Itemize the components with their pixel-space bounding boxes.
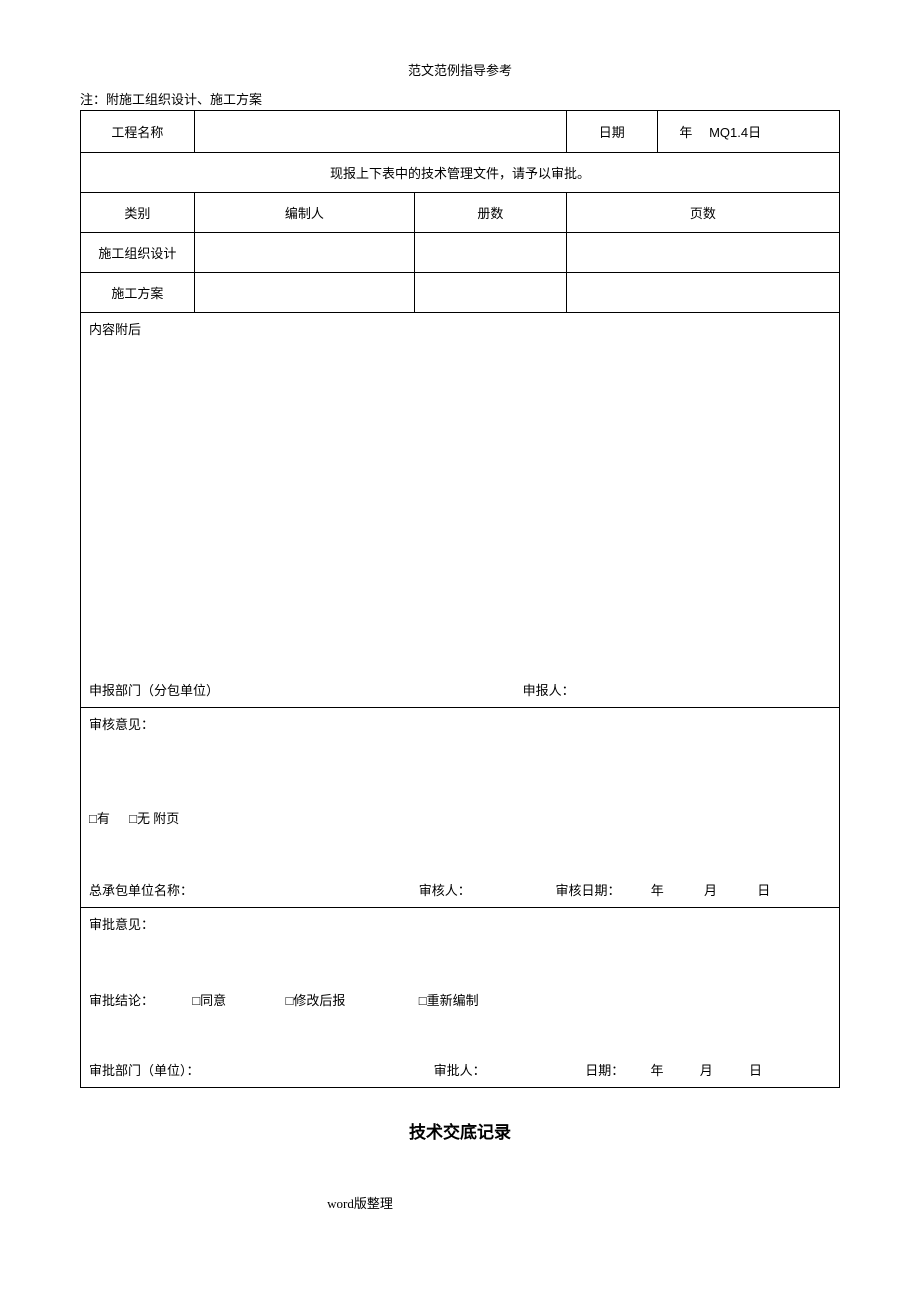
row1-volumes[interactable] [414, 233, 566, 273]
day-label: 日 [748, 125, 761, 140]
reviewer-label: 审核人： [419, 880, 553, 899]
year-label: 年 [666, 122, 706, 141]
opt-agree-checkbox[interactable]: □同意 [192, 990, 282, 1009]
approve-cell[interactable]: 审批意见： 审批结论： □同意 □修改后报 □重新编制 审批部门（单位）： 审批… [81, 908, 840, 1088]
approve-opinion-label: 审批意见： [89, 914, 831, 933]
submit-text: 现报上下表中的技术管理文件，请予以审批。 [81, 153, 840, 193]
main-form-table: 工程名称 日期 年 MQ1.4日 现报上下表中的技术管理文件，请予以审批。 类别… [80, 110, 840, 1088]
review-opinion-label: 审核意见： [89, 714, 831, 733]
attach-yes-checkbox[interactable]: □有 [89, 811, 110, 826]
page-header-title: 范文范例指导参考 [80, 60, 840, 79]
col-pages: 页数 [566, 193, 839, 233]
review-date-label: 审核日期： [556, 880, 621, 899]
opt-redo-checkbox[interactable]: □重新编制 [419, 990, 479, 1009]
date-label: 日期 [566, 111, 657, 153]
project-row: 工程名称 日期 年 MQ1.4日 [81, 111, 840, 153]
content-row: 内容附后 申报部门（分包单位） 申报人： [81, 313, 840, 708]
review-day: 日 [720, 880, 770, 899]
content-cell[interactable]: 内容附后 申报部门（分包单位） 申报人： [81, 313, 840, 708]
row2-label: 施工方案 [81, 273, 195, 313]
col-category: 类别 [81, 193, 195, 233]
row2-pages[interactable] [566, 273, 839, 313]
reporter-label: 申报人： [523, 683, 575, 698]
row1-author[interactable] [194, 233, 414, 273]
project-name-label: 工程名称 [81, 111, 195, 153]
table-row: 施工组织设计 [81, 233, 840, 273]
date-value[interactable]: 年 MQ1.4日 [657, 111, 839, 153]
review-row: 审核意见： □有 □无 附页 总承包单位名称： 审核人： 审核日期： 年 月 日 [81, 708, 840, 908]
approve-conclusion-label: 审批结论： [89, 990, 189, 1009]
submit-row: 现报上下表中的技术管理文件，请予以审批。 [81, 153, 840, 193]
form-code: MQ1.4 [709, 125, 748, 140]
review-year: 年 [624, 880, 664, 899]
bottom-section-title: 技术交底记录 [80, 1118, 840, 1143]
approve-year: 年 [627, 1060, 663, 1079]
approve-row: 审批意见： 审批结论： □同意 □修改后报 □重新编制 审批部门（单位）： 审批… [81, 908, 840, 1088]
review-month: 月 [667, 880, 717, 899]
note-text: 注：附施工组织设计、施工方案 [80, 89, 840, 108]
review-cell[interactable]: 审核意见： □有 □无 附页 总承包单位名称： 审核人： 审核日期： 年 月 日 [81, 708, 840, 908]
row1-label: 施工组织设计 [81, 233, 195, 273]
approve-month: 月 [667, 1060, 713, 1079]
table-row: 施工方案 [81, 273, 840, 313]
content-label: 内容附后 [89, 319, 831, 338]
col-author: 编制人 [194, 193, 414, 233]
col-volumes: 册数 [414, 193, 566, 233]
project-name-value[interactable] [194, 111, 566, 153]
opt-revise-checkbox[interactable]: □修改后报 [286, 990, 416, 1009]
report-dept-label: 申报部门（分包单位） [89, 680, 519, 699]
approver-label: 审批人： [434, 1060, 582, 1079]
category-header-row: 类别 编制人 册数 页数 [81, 193, 840, 233]
page-footer: word版整理 [80, 1193, 840, 1212]
approve-dept-label: 审批部门（单位）： [89, 1060, 430, 1079]
contractor-label: 总承包单位名称： [89, 880, 415, 899]
row1-pages[interactable] [566, 233, 839, 273]
approve-date-label: 日期： [585, 1060, 624, 1079]
attach-no-checkbox[interactable]: □无 附页 [129, 811, 179, 826]
row2-author[interactable] [194, 273, 414, 313]
row2-volumes[interactable] [414, 273, 566, 313]
approve-day: 日 [716, 1060, 762, 1079]
